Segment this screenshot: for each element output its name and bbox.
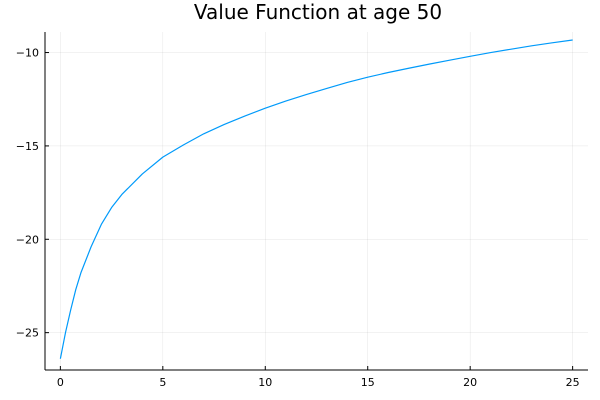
x-tick-label: 10 bbox=[258, 376, 272, 389]
x-tick-label: 15 bbox=[361, 376, 375, 389]
tick-labels: 0 5 10 15 20 25 −25 −20 −15 −10 bbox=[16, 47, 580, 389]
x-tick-label: 25 bbox=[566, 376, 580, 389]
x-tick-label: 20 bbox=[463, 376, 477, 389]
chart-title: Value Function at age 50 bbox=[194, 0, 442, 24]
y-tick-label: −20 bbox=[16, 233, 39, 246]
y-tick-label: −25 bbox=[16, 327, 39, 340]
series-layer bbox=[59, 39, 573, 359]
axes bbox=[44, 32, 588, 371]
x-tick-label: 0 bbox=[57, 376, 64, 389]
y-tick-label: −10 bbox=[16, 47, 39, 60]
x-tick-label: 5 bbox=[159, 376, 166, 389]
series-line bbox=[59, 39, 573, 359]
grid bbox=[45, 32, 588, 370]
y-tick-label: −15 bbox=[16, 140, 39, 153]
